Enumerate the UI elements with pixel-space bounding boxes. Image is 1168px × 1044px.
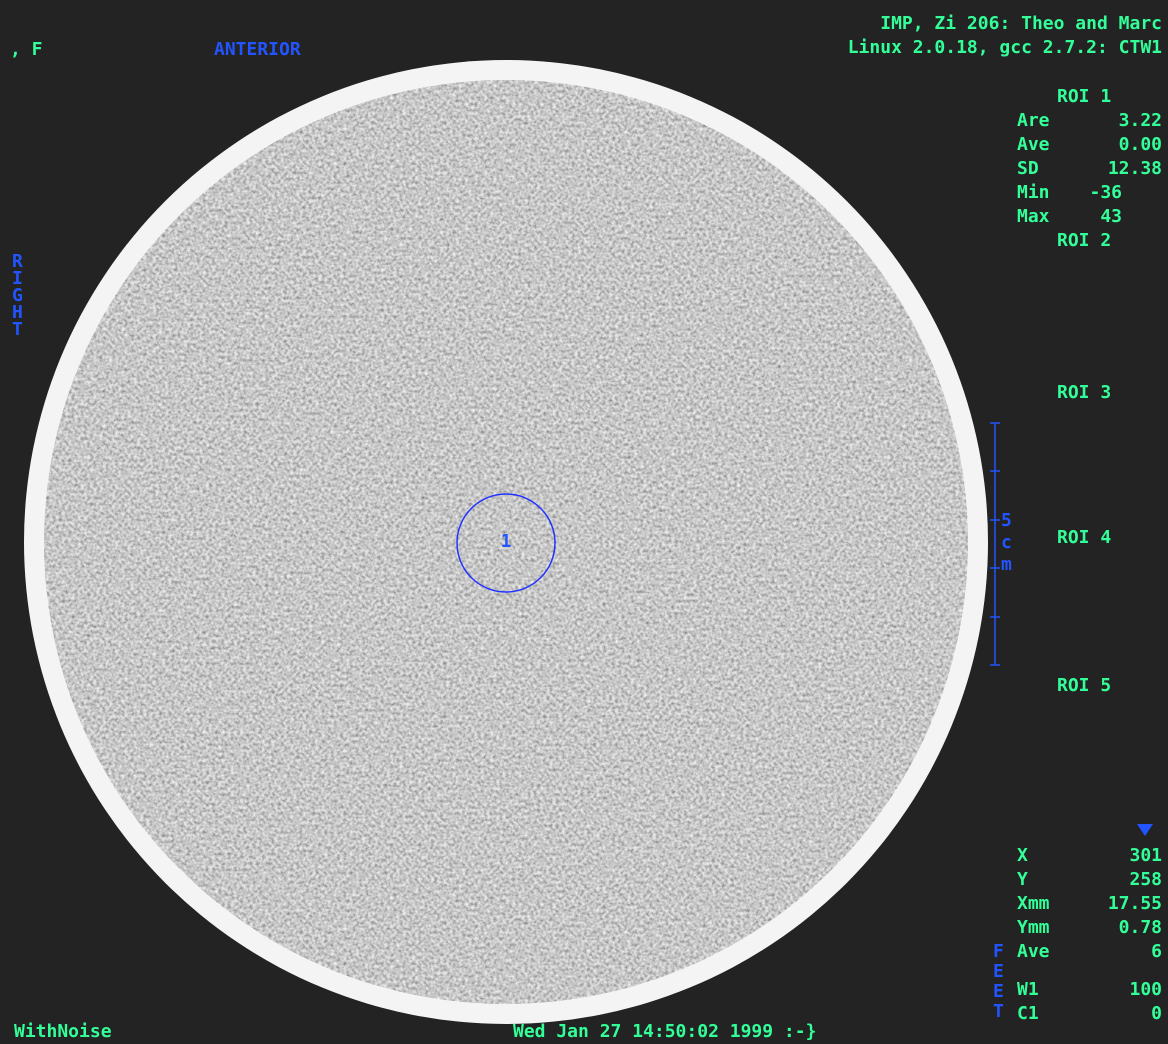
stat-label: Max [1017, 206, 1050, 227]
roi-label: ROI 2 [1057, 230, 1111, 251]
stat-label: SD [1017, 158, 1039, 179]
stat-value: 43 [1100, 206, 1122, 227]
roi-label: ROI 3 [1057, 382, 1111, 403]
cursor-label: Ave [1017, 941, 1050, 962]
cursor-value: 0.78 [1119, 917, 1162, 938]
cursor-label: Xmm [1017, 893, 1050, 914]
header-left: , F [10, 39, 43, 60]
stat-value: 12.38 [1108, 158, 1162, 179]
stat-value: 0.00 [1119, 134, 1162, 155]
cursor-label: Ymm [1017, 917, 1050, 938]
header-line: Linux 2.0.18, gcc 2.7.2: CTW1 [848, 37, 1162, 58]
orientation-top: ANTERIOR [214, 39, 301, 60]
roi-label: ROI 1 [1057, 86, 1111, 107]
stat-value: -36 [1089, 182, 1122, 203]
stat-label: Are [1017, 110, 1050, 131]
cursor-value: 100 [1129, 979, 1162, 1000]
roi-label: ROI 4 [1057, 527, 1111, 548]
stat-value: 3.22 [1119, 110, 1162, 131]
timestamp: Wed Jan 27 14:50:02 1999 :-} [513, 1021, 816, 1042]
stat-label: Ave [1017, 134, 1050, 155]
cursor-value: 258 [1129, 869, 1162, 890]
cursor-value: 6 [1151, 941, 1162, 962]
roi-marker: 1 [501, 531, 512, 552]
cursor-label: W1 [1017, 979, 1039, 1000]
roi-label: ROI 5 [1057, 675, 1111, 696]
series-name: WithNoise [14, 1021, 112, 1042]
cursor-label: X [1017, 845, 1028, 866]
cursor-label: C1 [1017, 1003, 1039, 1024]
cursor-label: Y [1017, 869, 1028, 890]
viewer: 1 , F ANTERIOR IMP, Zi 206: Theo and Mar… [0, 0, 1168, 1044]
cursor-value: 0 [1151, 1003, 1162, 1024]
cursor-value: 301 [1129, 845, 1162, 866]
header-line: IMP, Zi 206: Theo and Marc [880, 13, 1162, 34]
cursor-value: 17.55 [1108, 893, 1162, 914]
stat-label: Min [1017, 182, 1050, 203]
